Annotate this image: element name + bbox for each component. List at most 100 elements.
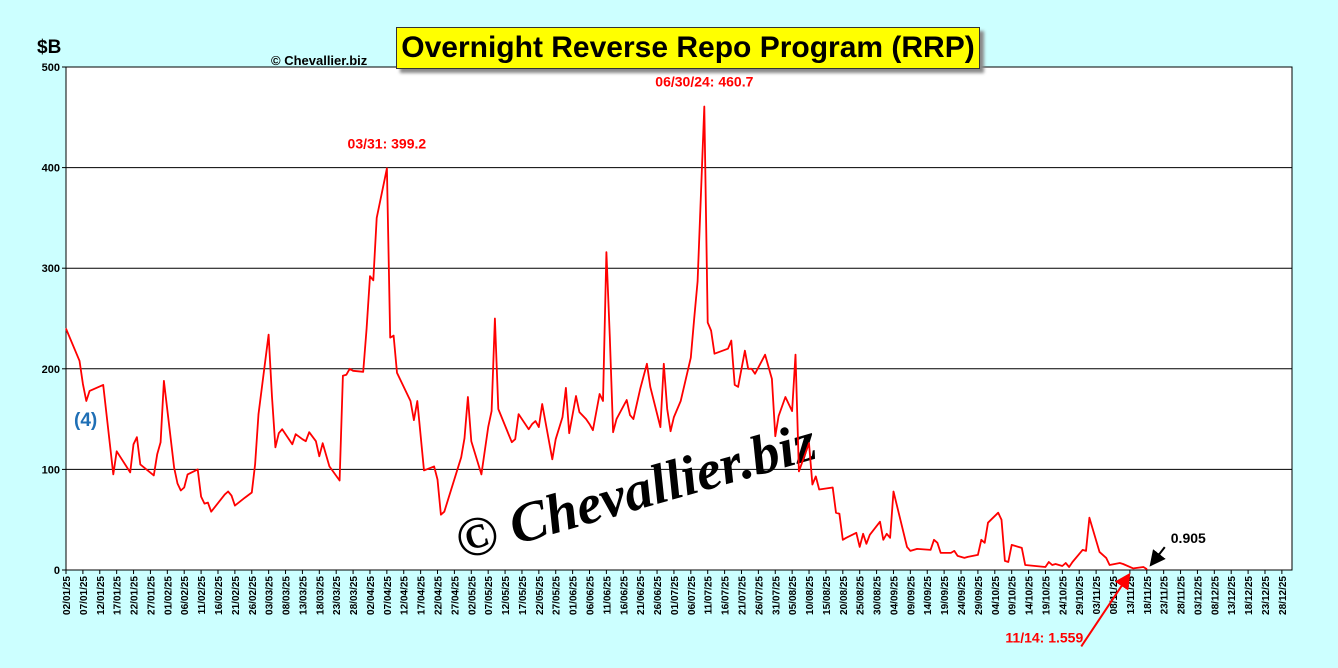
y-tick-label: 0 <box>54 565 60 577</box>
data-point <box>159 441 162 443</box>
data-point <box>1132 567 1134 570</box>
x-tick-label: 21/06/25 <box>636 576 647 615</box>
data-point <box>203 503 206 505</box>
x-tick-label: 21/07/25 <box>737 576 748 615</box>
data-point <box>727 348 729 350</box>
x-tick-label: 27/04/25 <box>450 576 461 615</box>
data-point <box>463 437 466 439</box>
x-tick-label: 07/05/25 <box>484 576 495 615</box>
data-point <box>139 463 141 465</box>
x-tick-label: 22/04/25 <box>434 576 445 615</box>
data-point <box>65 327 67 330</box>
data-point <box>230 494 233 497</box>
data-point <box>575 395 577 397</box>
data-point <box>1105 557 1107 559</box>
data-point <box>639 388 641 390</box>
data-point <box>342 375 344 377</box>
x-tick-label: 13/03/25 <box>298 576 309 615</box>
x-tick-label: 18/12/25 <box>1244 576 1255 615</box>
data-point <box>626 399 628 401</box>
data-point <box>227 490 229 493</box>
data-point <box>784 396 786 398</box>
data-point <box>153 474 155 477</box>
x-tick-label: 21/02/25 <box>231 576 242 615</box>
x-tick-label: 12/01/25 <box>96 576 107 615</box>
data-point <box>710 329 712 332</box>
data-point <box>1065 562 1067 564</box>
data-point <box>470 440 472 442</box>
x-tick-label: 23/12/25 <box>1261 576 1272 615</box>
data-point <box>338 479 341 482</box>
data-point <box>1098 551 1101 553</box>
data-point <box>257 413 260 415</box>
data-point <box>514 438 516 440</box>
y-axis: 0 100 200 300 400 500 <box>42 62 66 577</box>
data-point <box>984 542 986 544</box>
data-point <box>291 443 293 445</box>
data-point <box>659 426 662 428</box>
x-tick-label: 09/09/25 <box>906 576 917 615</box>
data-point <box>396 372 398 374</box>
annotation-arrow <box>1080 572 1131 647</box>
data-point <box>892 490 895 493</box>
data-point <box>1119 562 1121 564</box>
data-point <box>599 393 601 395</box>
data-point <box>89 390 91 392</box>
x-tick-label: 28/12/25 <box>1278 576 1289 615</box>
x-tick-label: 30/08/25 <box>873 576 884 615</box>
data-point <box>649 386 651 388</box>
data-point <box>1011 544 1013 546</box>
data-point <box>322 442 324 444</box>
data-point <box>416 400 418 402</box>
data-point <box>967 556 969 558</box>
x-tick-label: 13/12/25 <box>1227 576 1238 615</box>
data-point <box>771 378 773 380</box>
data-point <box>295 433 297 435</box>
data-point <box>1004 560 1006 562</box>
data-point <box>940 552 942 554</box>
data-point <box>1000 519 1003 521</box>
data-point <box>281 428 283 430</box>
data-point <box>443 511 445 513</box>
data-point <box>460 456 462 458</box>
data-point <box>116 450 118 452</box>
x-tick-label: 19/09/25 <box>940 576 951 615</box>
x-tick-label: 24/10/25 <box>1058 576 1069 615</box>
data-point <box>568 432 570 434</box>
data-point <box>254 463 256 465</box>
data-point <box>173 466 175 468</box>
data-point <box>180 489 182 492</box>
data-point <box>112 473 114 476</box>
data-point <box>244 496 246 499</box>
annotation-arrow <box>1149 546 1166 567</box>
data-point <box>129 471 131 474</box>
x-tick-label: 16/07/25 <box>721 576 732 615</box>
data-point <box>1142 566 1144 568</box>
data-point <box>832 486 834 489</box>
data-point <box>666 408 668 410</box>
data-point <box>315 440 317 442</box>
data-point <box>200 495 202 498</box>
y-tick-label: 400 <box>42 163 60 175</box>
data-point <box>132 443 135 445</box>
x-tick-label: 26/07/25 <box>754 576 765 615</box>
data-point <box>869 534 871 536</box>
data-point <box>632 418 635 420</box>
data-point <box>811 483 814 486</box>
data-point <box>186 473 189 476</box>
data-point <box>953 550 955 552</box>
data-point <box>467 396 469 398</box>
data-point <box>957 555 959 557</box>
x-tick-label: 12/04/25 <box>400 576 411 615</box>
data-point <box>102 384 104 386</box>
data-point <box>791 410 793 412</box>
data-point <box>517 413 520 415</box>
x-tick-label: 14/10/25 <box>1025 576 1036 615</box>
data-point <box>561 416 564 418</box>
data-point <box>751 368 753 370</box>
data-point <box>747 368 749 370</box>
data-point <box>136 436 138 438</box>
x-tick-label: 02/04/25 <box>366 576 377 615</box>
x-tick-label: 14/09/25 <box>923 576 934 615</box>
data-point <box>842 539 844 541</box>
